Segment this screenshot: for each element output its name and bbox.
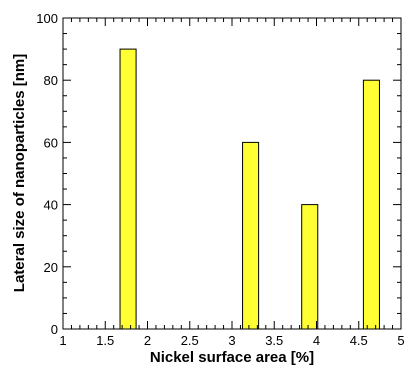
x-tick-label: 1.5 [96,333,114,348]
ticks-layer [62,17,402,330]
y-tick-label: 0 [51,322,58,337]
bars-layer [119,48,380,330]
y-tick-label: 60 [44,135,58,150]
x-tick-label: 2 [144,333,151,348]
y-tick-label: 80 [44,73,58,88]
tick-labels-layer: 1 1.5 2 2.5 3 3.5 4 4.5 5 0 20 40 60 80 100 [36,11,404,348]
bar-3 [301,204,319,330]
bar-4 [362,79,380,330]
x-tick-label: 1 [59,333,66,348]
y-axis-title: Lateral size of nanoparticles [nm] [11,54,28,292]
plot-frame [62,17,402,330]
x-tick-label: 3 [228,333,235,348]
bar-1 [119,48,137,330]
y-tick-label: 40 [44,198,58,213]
x-tick-label: 3.5 [265,333,283,348]
x-tick-label: 4 [313,333,320,348]
x-tick-label: 2.5 [181,333,199,348]
y-tick-label: 20 [44,260,58,275]
x-tick-label: 5 [397,333,404,348]
bar-2 [242,141,260,330]
x-axis-title: Nickel surface area [%] [150,349,314,366]
y-tick-label: 100 [36,11,58,26]
x-tick-label: 4.5 [350,333,368,348]
